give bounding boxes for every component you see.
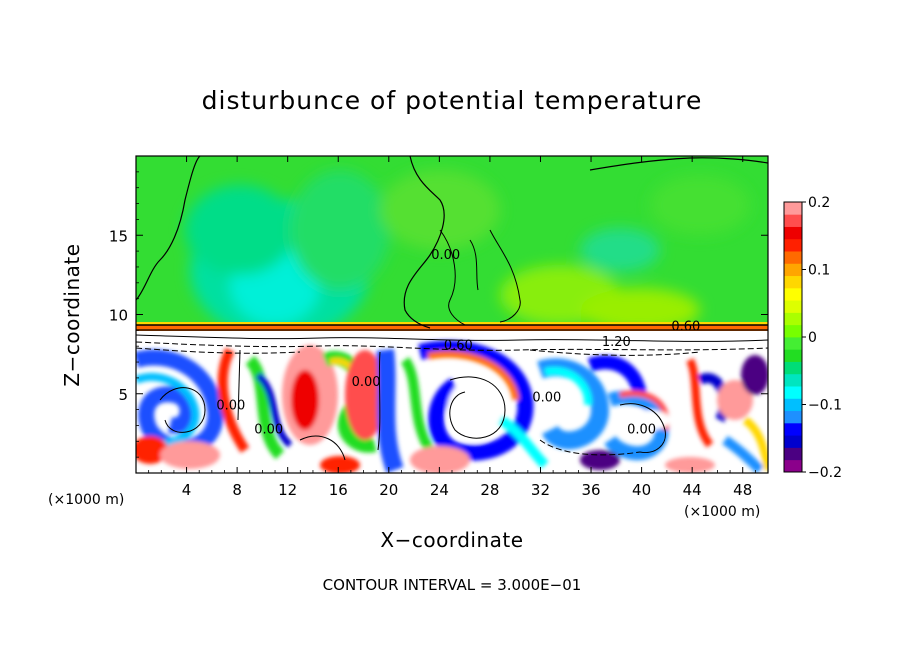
upper-blobs xyxy=(185,170,750,340)
chart-title: disturbunce of potential temperature xyxy=(201,86,703,115)
colorbar-swatch xyxy=(784,300,802,313)
colorbar-swatch xyxy=(784,275,802,289)
x-tick-label: 40 xyxy=(632,481,651,499)
colorbar-swatch xyxy=(784,422,802,436)
colorbar-swatch xyxy=(784,447,802,461)
contour-interval-note: CONTOUR INTERVAL = 3.000E−01 xyxy=(322,576,582,594)
y-tick-label: 5 xyxy=(118,386,128,404)
contour-label: 0.00 xyxy=(532,391,561,406)
contour-label: 0.00 xyxy=(431,248,460,263)
lower-field xyxy=(136,331,768,473)
colorbar-swatch xyxy=(784,361,802,375)
colorbar-swatch xyxy=(784,263,802,277)
y-tick-label: 15 xyxy=(109,227,128,245)
colorbar-swatch xyxy=(784,238,802,252)
colorbar-swatch xyxy=(784,324,802,338)
contour-lines xyxy=(136,156,768,461)
lower-eddies xyxy=(136,340,768,473)
colorbar-swatch xyxy=(784,435,802,448)
colorbar-swatch xyxy=(784,251,802,264)
x-tick-label: 20 xyxy=(379,481,398,499)
x-unit-label-left: (×1000 m) xyxy=(48,492,125,508)
contour-label: 0.60 xyxy=(444,338,473,353)
x-tick-label: 4 xyxy=(182,481,192,499)
colorbar-swatch xyxy=(784,349,802,362)
colorbar-swatch xyxy=(784,312,802,326)
contour-label: 0.60 xyxy=(671,319,700,334)
colorbar-tick-label: 0.1 xyxy=(808,263,830,279)
x-tick-label: 44 xyxy=(683,481,702,499)
contour-label: 0.00 xyxy=(352,375,381,390)
colorbar-swatch xyxy=(784,287,802,301)
colorbar: −0.2 −0.1 0 0.1 0.2 xyxy=(783,195,842,481)
colorbar-swatch xyxy=(784,226,802,240)
contour-label-layer: 0.00 0.60 0.60 1.20 0.00 0.00 0.00 0.00 0.00 xyxy=(216,248,700,437)
colorbar-tick-label: −0.1 xyxy=(808,398,842,414)
colorbar-swatch xyxy=(784,337,802,350)
y-tick-label: 10 xyxy=(109,307,128,325)
colorbar-tick-label: −0.2 xyxy=(808,465,842,481)
x-tick-label: 16 xyxy=(329,481,348,499)
x-tick-label: 24 xyxy=(430,481,449,499)
colorbar-swatch xyxy=(784,373,802,387)
x-unit-label-right: (×1000 m) xyxy=(684,504,761,520)
contour-label: 1.20 xyxy=(602,335,631,350)
colorbar-tick-label: 0.2 xyxy=(808,195,830,211)
colorbar-swatch xyxy=(784,398,802,412)
colorbar-swatch xyxy=(784,214,802,227)
upper-field xyxy=(136,156,768,340)
x-tick-label: 8 xyxy=(232,481,242,499)
colorbar-tick-label: 0 xyxy=(808,330,817,346)
x-tick-label: 12 xyxy=(278,481,297,499)
x-tick-label: 28 xyxy=(480,481,499,499)
colorbar-swatch xyxy=(784,202,802,215)
colorbar-swatch xyxy=(784,459,802,473)
x-tick-label: 32 xyxy=(531,481,550,499)
colorbar-swatch xyxy=(784,410,802,424)
contour-label: 0.00 xyxy=(627,422,656,437)
x-axis-label: X−coordinate xyxy=(380,528,524,552)
x-tick-label: 48 xyxy=(733,481,752,499)
x-tick-label: 36 xyxy=(581,481,600,499)
tropopause-band-top xyxy=(136,322,768,325)
contour-label: 0.00 xyxy=(254,422,283,437)
tropopause-band xyxy=(136,325,768,331)
colorbar-swatch xyxy=(784,386,802,399)
contour-label: 0.00 xyxy=(216,399,245,414)
